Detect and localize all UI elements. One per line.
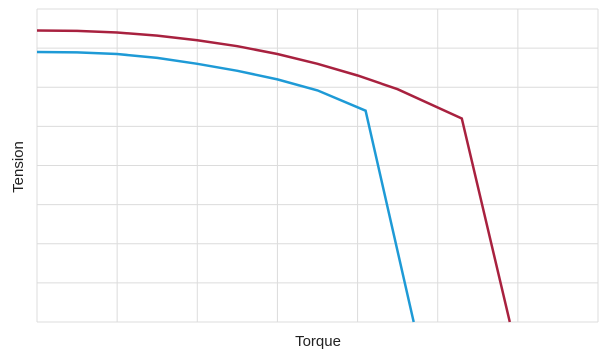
y-axis-label: Tension: [10, 141, 27, 193]
grid: [36, 8, 599, 323]
x-axis-label: Torque: [295, 333, 341, 350]
series-group: [36, 29, 512, 323]
series-line-1: [36, 29, 512, 323]
series-line-2: [36, 50, 415, 323]
